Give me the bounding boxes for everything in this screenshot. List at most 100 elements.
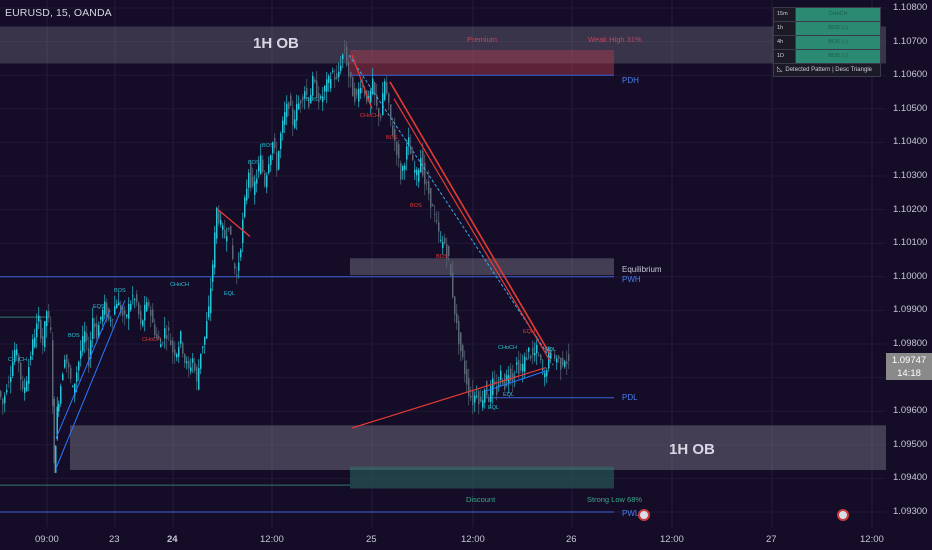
time-axis[interactable] bbox=[0, 527, 886, 550]
price-axis[interactable] bbox=[886, 0, 932, 550]
candle-body bbox=[552, 364, 554, 365]
candle-body bbox=[118, 302, 120, 306]
time-tick: 12:00 bbox=[860, 534, 884, 545]
candle-body bbox=[442, 242, 444, 248]
candle-body bbox=[476, 395, 478, 397]
mtf-row: 1D BOS (↓) bbox=[774, 50, 880, 64]
candle-body bbox=[60, 386, 62, 404]
candle-body bbox=[440, 239, 442, 241]
structure-tag: BOS bbox=[248, 160, 260, 166]
candle-body bbox=[406, 146, 408, 160]
candle-body bbox=[122, 307, 124, 316]
candle-body bbox=[520, 363, 522, 371]
candle-body bbox=[226, 236, 228, 242]
candle-body bbox=[218, 211, 220, 224]
candle-body bbox=[346, 46, 348, 66]
session-icon[interactable] bbox=[837, 509, 849, 521]
candle-body bbox=[536, 344, 538, 354]
candle-body bbox=[210, 288, 212, 314]
candle-body bbox=[344, 49, 346, 51]
candle-body bbox=[222, 225, 224, 230]
pattern-text: Detected Pattern | Desc Triangle bbox=[785, 67, 872, 73]
candle-body bbox=[244, 197, 246, 217]
price-tick: 1.10700 bbox=[893, 35, 928, 47]
candle-body bbox=[120, 304, 122, 314]
candle-body bbox=[20, 362, 22, 380]
trendline-blue bbox=[485, 370, 547, 392]
candle-body bbox=[300, 100, 302, 104]
candle-body bbox=[524, 356, 526, 372]
candle-body bbox=[470, 395, 472, 398]
candle-body bbox=[322, 96, 324, 102]
candle-body bbox=[38, 315, 40, 322]
candle-body bbox=[306, 87, 308, 96]
candle-body bbox=[114, 306, 116, 315]
candle-body bbox=[84, 331, 86, 343]
pdl-label: PDL bbox=[622, 393, 638, 402]
candle-body bbox=[24, 387, 26, 394]
candle-body bbox=[448, 246, 450, 256]
candle-body bbox=[224, 229, 226, 238]
candle-body bbox=[560, 357, 562, 370]
candle-body bbox=[500, 370, 502, 380]
candle-body bbox=[140, 311, 142, 324]
price-tick: 1.10600 bbox=[893, 69, 928, 81]
candle-body bbox=[64, 359, 66, 368]
price-tick: 1.10000 bbox=[893, 270, 928, 282]
discount-zone bbox=[350, 466, 614, 489]
candle-body bbox=[454, 296, 456, 315]
candle-body bbox=[360, 88, 362, 94]
candle-body bbox=[198, 368, 200, 390]
candle-body bbox=[568, 354, 570, 361]
candle-body bbox=[212, 264, 214, 282]
candle-body bbox=[292, 108, 294, 126]
candle-body bbox=[446, 244, 448, 259]
candle-body bbox=[460, 332, 462, 352]
structure-tag: CHoCH bbox=[8, 357, 27, 363]
candle-body bbox=[484, 389, 486, 403]
candle-body bbox=[334, 76, 336, 80]
candle-body bbox=[282, 120, 284, 133]
ob-label-bottom: 1H OB bbox=[669, 441, 715, 458]
candle-body bbox=[132, 295, 134, 297]
price-tick: 1.09400 bbox=[893, 472, 928, 484]
structure-tag: BOS bbox=[68, 333, 80, 339]
candle-body bbox=[55, 445, 57, 473]
candle-body bbox=[328, 76, 330, 83]
bar-countdown: 14:18 bbox=[897, 368, 921, 379]
time-tick: 24 bbox=[167, 534, 178, 545]
candle-body bbox=[254, 181, 256, 195]
candle-body bbox=[452, 272, 454, 298]
candle-body bbox=[394, 129, 396, 141]
candle-body bbox=[444, 237, 446, 244]
ob-zone-top bbox=[0, 26, 886, 64]
candle-body bbox=[540, 354, 542, 360]
time-tick: 25 bbox=[366, 534, 377, 545]
structure-tag: EQS bbox=[93, 304, 105, 310]
trendline-blue bbox=[55, 300, 126, 469]
candle-body bbox=[110, 320, 112, 322]
candle-body bbox=[100, 316, 102, 320]
candle-body bbox=[270, 155, 272, 165]
candle-body bbox=[464, 360, 466, 375]
candle-body bbox=[10, 376, 12, 382]
weak-high-label: Weak High 31% bbox=[588, 35, 642, 44]
candle-body bbox=[506, 375, 508, 381]
candle-body bbox=[174, 349, 176, 356]
premium-label: Premium bbox=[467, 35, 498, 44]
session-icon[interactable] bbox=[638, 509, 650, 521]
candle-body bbox=[34, 337, 36, 348]
candle-body bbox=[82, 336, 84, 352]
candle-body bbox=[154, 324, 156, 336]
candle-body bbox=[458, 320, 460, 345]
trendline-red bbox=[389, 81, 551, 355]
candle-body bbox=[432, 204, 434, 207]
candle-body bbox=[302, 96, 304, 101]
structure-tag: EQL bbox=[488, 405, 500, 411]
candle-body bbox=[52, 340, 54, 406]
candle-body bbox=[164, 328, 166, 339]
candle-body bbox=[472, 390, 474, 406]
price-tick: 1.09300 bbox=[893, 506, 928, 517]
candle-body bbox=[422, 150, 424, 176]
